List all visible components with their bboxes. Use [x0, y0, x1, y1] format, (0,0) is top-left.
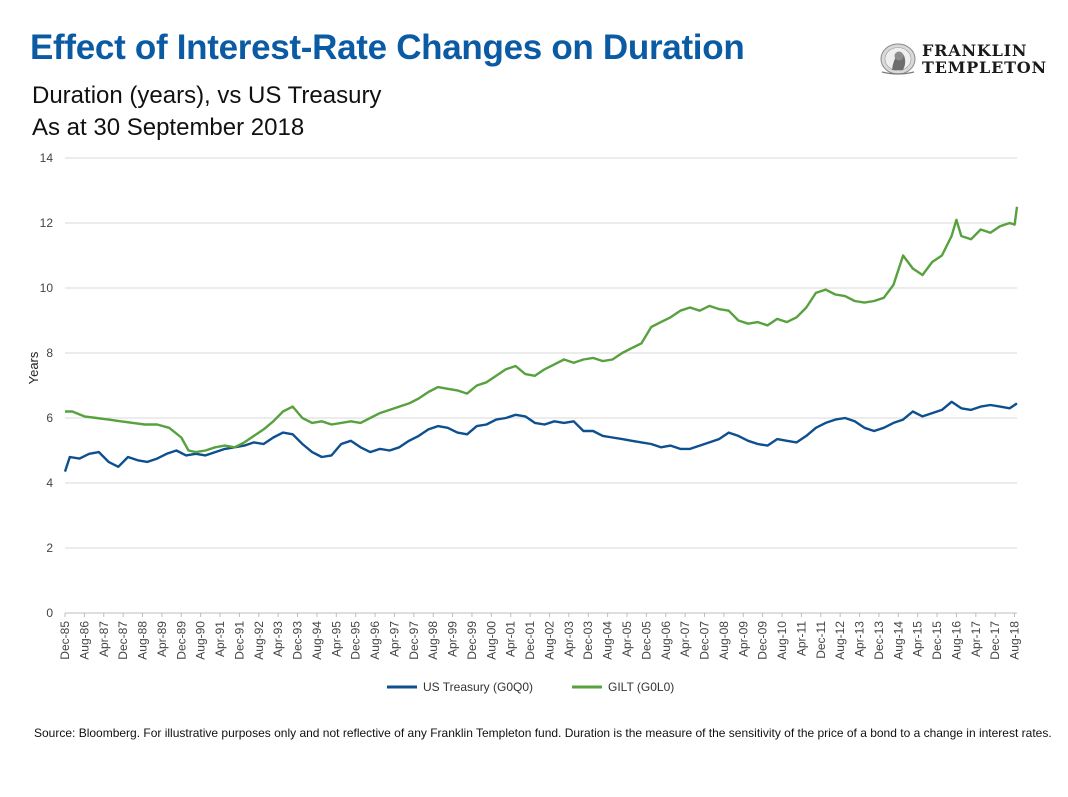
x-tick-label: Dec-01 — [523, 621, 537, 660]
x-tick-label: Aug-90 — [194, 621, 208, 660]
y-tick-label: 10 — [40, 281, 54, 295]
x-axis-tick-labels: Dec-85 Aug-86 Apr-87 Dec-87 Aug-88 Apr-89 Dec-… — [58, 613, 1022, 660]
x-tick-label: Dec-99 — [465, 621, 479, 660]
x-tick-label: Apr-05 — [620, 621, 634, 657]
x-tick-label: Aug-14 — [891, 621, 905, 660]
x-tick-label: Apr-87 — [97, 621, 111, 657]
x-tick-label: Apr-03 — [562, 621, 576, 657]
x-tick-label: Dec-07 — [698, 621, 712, 660]
franklin-templeton-logo: FRANKLIN TEMPLETON — [878, 42, 1047, 76]
x-tick-label: Aug-02 — [542, 621, 556, 660]
y-tick-label: 2 — [46, 541, 53, 555]
x-tick-label: Apr-91 — [213, 621, 227, 657]
x-tick-label: Aug-92 — [252, 621, 266, 660]
x-tick-label: Dec-87 — [116, 621, 130, 660]
logo-line-franklin: FRANKLIN — [922, 41, 1028, 60]
x-tick-label: Dec-15 — [930, 621, 944, 660]
source-footnote: Source: Bloomberg. For illustrative purp… — [34, 726, 1052, 740]
x-tick-label: Apr-97 — [387, 621, 401, 657]
x-tick-label: Aug-10 — [775, 621, 789, 660]
y-tick-label: 14 — [40, 151, 54, 165]
legend-label: US Treasury (G0Q0) — [423, 680, 533, 694]
y-axis-tick-labels: 0 2 4 6 8 10 12 14 — [40, 151, 54, 620]
x-tick-label: Apr-93 — [271, 621, 285, 657]
x-tick-label: Apr-11 — [794, 621, 808, 656]
logo-wordmark: FRANKLIN TEMPLETON — [922, 42, 1047, 76]
y-tick-label: 12 — [40, 216, 54, 230]
chart-date-subtitle: As at 30 September 2018 — [32, 114, 305, 141]
x-tick-label: Aug-12 — [833, 621, 847, 660]
chart-subtitle: Duration (years), vs US Treasury — [32, 82, 382, 109]
x-tick-label: Aug-08 — [717, 621, 731, 660]
y-tick-label: 4 — [46, 476, 53, 490]
x-tick-label: Aug-86 — [77, 621, 91, 660]
x-tick-label: Dec-03 — [581, 621, 595, 660]
x-tick-label: Apr-15 — [911, 621, 925, 657]
benjamin-franklin-seal-icon — [880, 43, 916, 75]
x-tick-label: Dec-93 — [291, 621, 305, 660]
x-tick-label: Aug-00 — [484, 621, 498, 660]
x-tick-label: Dec-97 — [407, 621, 421, 660]
x-tick-label: Aug-94 — [310, 621, 324, 660]
chart-series — [63, 206, 1019, 472]
chart-legend: US Treasury (G0Q0) GILT (G0L0) — [387, 680, 674, 694]
x-tick-label: Aug-98 — [426, 621, 440, 660]
x-tick-label: Dec-13 — [872, 621, 886, 660]
legend-label: GILT (G0L0) — [608, 680, 674, 694]
series-line-us-treasury — [63, 400, 1018, 472]
x-tick-label: Aug-96 — [368, 621, 382, 660]
x-tick-label: Apr-99 — [446, 621, 460, 657]
x-tick-label: Aug-88 — [136, 621, 150, 660]
y-axis-label: Years — [26, 351, 41, 384]
x-tick-label: Dec-05 — [639, 621, 653, 660]
duration-line-chart: 0 2 4 6 8 10 12 14 Dec-85 Aug-86 Apr-87 Dec-87 Aug-… — [26, 151, 1022, 694]
x-tick-label: Dec-11 — [814, 621, 828, 659]
x-tick-label: Dec-85 — [58, 621, 72, 660]
x-tick-label: Apr-95 — [329, 621, 343, 657]
chart-gridlines — [65, 157, 1017, 614]
x-tick-label: Dec-09 — [756, 621, 770, 660]
x-tick-label: Aug-06 — [659, 621, 673, 660]
x-tick-label: Apr-09 — [736, 621, 750, 657]
y-tick-label: 8 — [46, 346, 53, 360]
x-tick-label: Aug-16 — [949, 621, 963, 660]
x-tick-label: Apr-01 — [504, 621, 518, 657]
x-tick-label: Dec-91 — [232, 621, 246, 660]
chart-title: Effect of Interest-Rate Changes on Durat… — [30, 28, 745, 67]
series-line-gilt — [65, 206, 1019, 454]
x-tick-label: Dec-17 — [988, 621, 1002, 660]
x-tick-label: Apr-07 — [678, 621, 692, 657]
x-tick-label: Aug-04 — [601, 621, 615, 660]
x-tick-label: Dec-89 — [174, 621, 188, 660]
logo-line-templeton: TEMPLETON — [922, 58, 1047, 77]
x-tick-label: Dec-95 — [349, 621, 363, 660]
x-tick-label: Apr-89 — [155, 621, 169, 657]
x-tick-label: Apr-13 — [853, 621, 867, 657]
x-tick-label: Aug-18 — [1008, 621, 1022, 660]
y-tick-label: 0 — [46, 606, 53, 620]
y-tick-label: 6 — [46, 411, 53, 425]
x-tick-label: Apr-17 — [969, 621, 983, 657]
